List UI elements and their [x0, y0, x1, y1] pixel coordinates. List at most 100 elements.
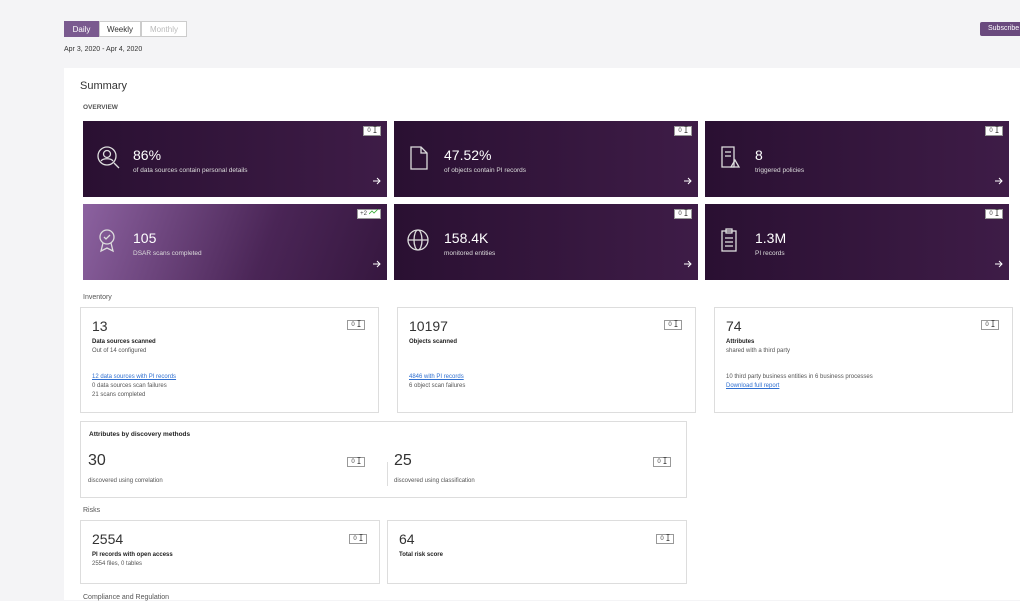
badge[interactable]: 0: [664, 319, 682, 331]
badge-icon: [666, 533, 670, 545]
badge-count: +2: [360, 211, 367, 217]
badge[interactable]: 0: [985, 125, 1003, 136]
card-value: 25: [394, 452, 412, 469]
card-label: of objects contain PI records: [444, 167, 527, 174]
badge[interactable]: 0: [674, 208, 692, 219]
inventory-card: 10197 0 Objects scanned 4846 with PI record…: [397, 307, 696, 413]
badge[interactable]: 0: [347, 319, 365, 331]
card-value: 1.3M: [755, 230, 787, 246]
badge-count: 0: [989, 128, 993, 134]
card-label: PI records: [755, 250, 785, 257]
summary-title: Summary: [80, 80, 128, 92]
badge-icon: [368, 208, 379, 219]
card-arrow[interactable]: [373, 172, 381, 190]
badge-count: 0: [657, 459, 661, 465]
inventory-card: 13 0 Data sources scanned Out of 14 configu…: [80, 307, 379, 413]
risk-card: 64 0 Total risk score: [387, 520, 687, 584]
card-label: triggered policies: [755, 167, 805, 174]
badge[interactable]: 0: [674, 125, 692, 137]
badge-icon: [357, 319, 361, 331]
section-heading: Inventory: [83, 294, 112, 301]
subscribe-button[interactable]: Subscribe: [980, 22, 1020, 36]
overview-card: 105 DSAR scans completed +2: [83, 204, 387, 280]
badge-icon: [684, 125, 688, 137]
badge[interactable]: 0: [363, 125, 381, 137]
badge[interactable]: 0: [653, 456, 671, 468]
card-value: 2554: [92, 531, 124, 547]
date-range: Apr 3, 2020 - Apr 4, 2020: [64, 46, 143, 53]
badge-count: 0: [351, 322, 355, 328]
card-arrow[interactable]: [684, 172, 692, 190]
overview-card: 8 triggered policies 0: [705, 121, 1009, 197]
badge-count: 0: [367, 128, 371, 134]
section-heading: Compliance and Regulation: [83, 594, 169, 601]
card-arrow[interactable]: [995, 255, 1003, 273]
badge-icon: [663, 456, 667, 468]
badge-count: 0: [660, 536, 664, 542]
badge-count: 0: [353, 536, 357, 542]
badge[interactable]: 0: [347, 456, 365, 468]
badge-icon: [991, 319, 995, 331]
card-icon: [95, 228, 121, 259]
card-title: PI records with open access: [92, 552, 173, 558]
card-label: DSAR scans completed: [133, 250, 202, 257]
card-value: 74: [726, 318, 742, 334]
card-value: 10197: [409, 318, 448, 334]
overview-card: 1.3M PI records 0: [705, 204, 1009, 280]
badge[interactable]: 0: [985, 208, 1003, 219]
card-link[interactable]: Download full report: [726, 383, 780, 389]
badge[interactable]: +2: [357, 208, 381, 219]
card-arrow[interactable]: [995, 172, 1003, 190]
summary-panel: Summary OVERVIEW Inventory Risks Complia…: [64, 68, 1020, 601]
card-label: of data sources contain personal details: [133, 167, 248, 174]
card-label: discovered using correlation: [88, 478, 163, 484]
badge-count: 0: [985, 322, 989, 328]
card-link[interactable]: 12 data sources with PI records: [92, 374, 177, 380]
card-arrow[interactable]: [684, 255, 692, 273]
card-arrow[interactable]: [373, 255, 381, 273]
tab[interactable]: Monthly: [141, 21, 187, 37]
tab[interactable]: Weekly: [99, 21, 141, 37]
card-icon: [717, 228, 743, 259]
card-icon: [406, 228, 432, 259]
card-subtitle: Out of 14 configured: [92, 348, 147, 354]
card-detail: 10 third party business entities in 6 bu…: [726, 374, 873, 380]
section-heading: OVERVIEW: [83, 104, 118, 111]
inventory-card: 74 0 Attributes shared with a third party 10…: [714, 307, 1013, 413]
card-value: 13: [92, 318, 108, 334]
divider: [387, 462, 388, 486]
card-value: 30: [88, 452, 106, 469]
card-label: discovered using classification: [394, 478, 475, 484]
card-detail: 0 data sources scan failures: [92, 383, 167, 389]
overview-card: 86% of data sources contain personal deta…: [83, 121, 387, 197]
card-detail: 6 object scan failures: [409, 383, 466, 389]
card-detail: 21 scans completed: [92, 392, 146, 398]
tab[interactable]: Daily: [64, 21, 99, 37]
card-value: 64: [399, 531, 415, 547]
badge-icon: [373, 125, 377, 137]
card-title: Total risk score: [399, 552, 443, 558]
section-heading: Risks: [83, 507, 101, 514]
card-value: 47.52%: [444, 147, 492, 163]
card-label: monitored entities: [444, 250, 496, 257]
card-icon: [717, 145, 743, 176]
badge-count: 0: [668, 322, 672, 328]
badge-icon: [357, 456, 361, 468]
badge-count: 0: [678, 211, 682, 217]
card-subtitle: 2554 files, 0 tables: [92, 561, 143, 567]
badge[interactable]: 0: [349, 533, 367, 544]
card-value: 8: [755, 147, 763, 163]
card-value: 86%: [133, 147, 162, 163]
card-icon: [406, 145, 432, 176]
badge-icon: [674, 319, 678, 331]
card-title: Data sources scanned: [92, 339, 156, 345]
overview-card: 47.52% of objects contain PI records 0: [394, 121, 698, 197]
badge-count: 0: [678, 128, 682, 134]
overview-card: 158.4K monitored entities 0: [394, 204, 698, 280]
badge-count: 0: [989, 211, 993, 217]
card-link[interactable]: 4846 with PI records: [409, 374, 464, 380]
card-icon: [95, 145, 121, 176]
badge[interactable]: 0: [981, 319, 999, 331]
badge[interactable]: 0: [656, 533, 674, 545]
card-subtitle: shared with a third party: [726, 348, 791, 354]
